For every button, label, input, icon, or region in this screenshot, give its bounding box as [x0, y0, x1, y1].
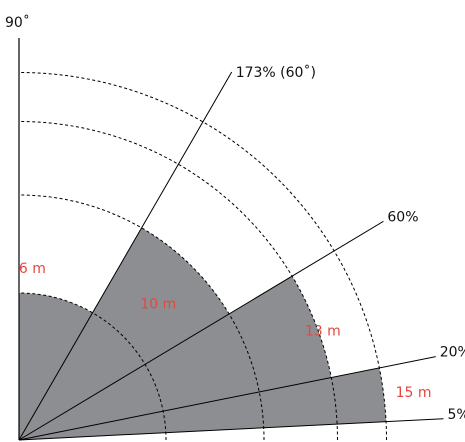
arc-13m — [18, 121, 338, 441]
ray-5pct — [18, 418, 444, 441]
sector-6m — [19, 293, 93, 440]
ray-label-20pct: 20% — [440, 345, 465, 361]
ray-60pct — [18, 220, 384, 441]
ray-20pct — [18, 356, 436, 441]
sector-10m — [19, 227, 230, 440]
ray-layer — [18, 71, 444, 441]
ray-label-173pct: 173% (60˚) — [236, 64, 316, 81]
distance-label-6m: 6 m — [19, 261, 46, 277]
ray-173pct — [18, 71, 233, 441]
dashed-arc-layer — [18, 72, 387, 441]
ray-label-layer: 173% (60˚) 60% 20% 5% — [236, 64, 465, 423]
arc-6m — [18, 292, 167, 441]
distance-label-10m: 10 m — [140, 296, 176, 312]
distance-label-15m: 15 m — [396, 385, 432, 401]
vertical-axis-label: 90˚ — [5, 14, 30, 31]
ray-label-60pct: 60% — [387, 209, 418, 225]
arc-15m — [18, 72, 387, 441]
sector-13m — [19, 276, 332, 440]
distance-label-13m: 13 m — [305, 324, 341, 340]
distance-label-layer: 6 m 10 m 13 m 15 m — [19, 261, 432, 401]
ray-label-5pct: 5% — [448, 407, 465, 423]
arc-10m — [18, 194, 265, 441]
